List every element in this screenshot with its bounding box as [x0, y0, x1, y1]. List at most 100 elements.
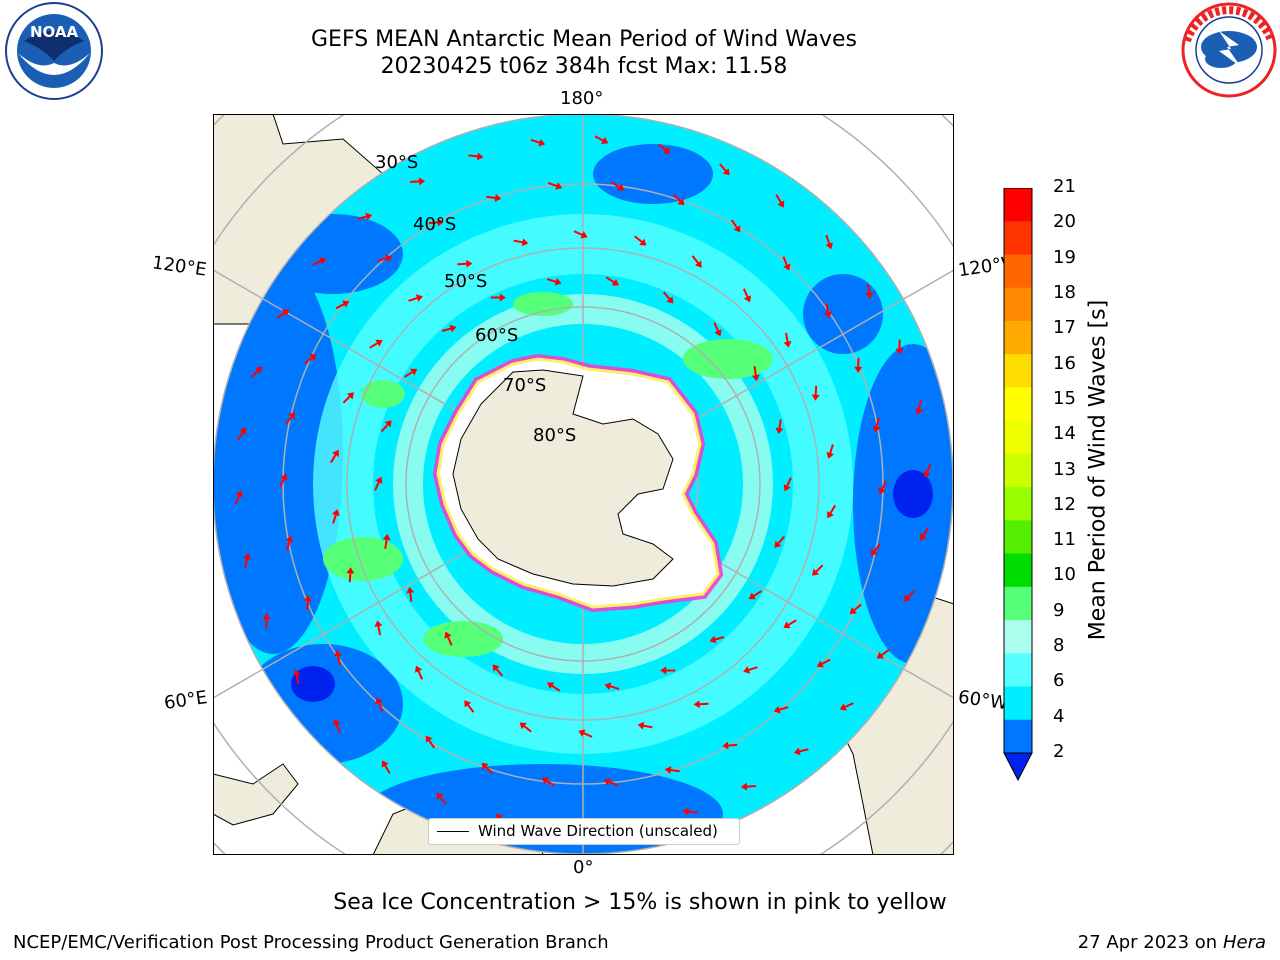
- colorbar-tick-label: 16: [1053, 352, 1076, 374]
- wave-direction-arrow: [243, 552, 251, 568]
- wave-direction-arrow: [513, 238, 529, 247]
- wave-direction-arrow: [742, 288, 752, 303]
- lat-label-50s: 50°S: [444, 271, 487, 292]
- wave-direction-arrow: [312, 257, 327, 266]
- colorbar-tick-label: 13: [1053, 458, 1076, 480]
- wave-direction-arrow: [374, 620, 383, 636]
- legend-line-icon: [437, 831, 469, 832]
- wave-direction-arrow: [816, 658, 831, 668]
- wave-direction-arrow: [849, 603, 862, 615]
- footer-host: Hera: [1222, 932, 1266, 953]
- wave-direction-arrow: [774, 535, 786, 548]
- map-border: [213, 114, 954, 855]
- wave-direction-arrow: [279, 473, 288, 488]
- wave-direction-arrow: [468, 152, 484, 161]
- wave-direction-arrow: [414, 665, 424, 680]
- colorbar-tick-label: 21: [1053, 176, 1076, 197]
- wave-direction-arrow: [410, 177, 426, 186]
- wave-direction-arrow: [332, 718, 341, 734]
- colorbar-swatch: [1004, 553, 1032, 588]
- colorbar-swatch: [1004, 719, 1032, 754]
- sea-ice-note: Sea Ice Concentration > 15% is shown in …: [333, 890, 947, 915]
- lon-label-0: 0°: [573, 857, 594, 878]
- colorbar-swatch: [1004, 520, 1032, 555]
- wave-direction-arrow: [377, 254, 393, 263]
- wave-direction-arrow: [292, 669, 301, 685]
- wave-direction-arrow: [547, 682, 561, 692]
- colorbar: [1003, 187, 1035, 787]
- wave-direction-arrow: [481, 762, 494, 774]
- wave-direction-arrow: [773, 705, 789, 714]
- wave-direction-arrow: [251, 366, 263, 378]
- colorbar-tick-label: 18: [1053, 281, 1076, 303]
- wave-direction-arrow: [751, 366, 760, 382]
- wave-direction-arrow: [662, 291, 674, 304]
- colorbar-tick-label: 17: [1053, 317, 1076, 339]
- wave-direction-arrow: [374, 476, 383, 491]
- wave-direction-arrow: [713, 322, 722, 337]
- colorbar-swatch: [1004, 487, 1032, 521]
- wave-direction-arrow: [811, 385, 820, 401]
- wave-direction-arrow: [895, 339, 904, 355]
- noaa-logo-text: NOAA: [30, 23, 79, 41]
- wave-direction-arrow: [578, 729, 593, 738]
- wave-direction-arrow: [603, 778, 619, 786]
- wave-direction-arrow: [664, 766, 680, 775]
- colorbar-swatch: [1004, 586, 1032, 621]
- wave-direction-arrow: [782, 256, 791, 271]
- footer-date: 27 Apr 2023 on Hera: [1078, 932, 1266, 953]
- wave-direction-arrow: [285, 412, 296, 425]
- map-panel: 30°S 40°S 50°S 60°S 70°S 80°S Wind Wave …: [213, 114, 954, 855]
- wave-direction-arrow: [492, 664, 504, 677]
- wave-direction-arrow: [740, 782, 756, 791]
- wave-direction-arrow: [870, 543, 881, 556]
- wave-direction-arrow: [444, 631, 453, 646]
- wave-direction-arrow: [234, 490, 243, 505]
- wave-direction-arrow: [812, 564, 824, 576]
- chart-title: GEFS MEAN Antarctic Mean Period of Wind …: [311, 27, 857, 52]
- colorbar-tick-label: 2: [1053, 741, 1065, 762]
- legend-label: Wind Wave Direction (unscaled): [478, 822, 718, 840]
- wave-direction-arrow: [783, 332, 792, 348]
- wave-direction-arrow: [369, 339, 383, 349]
- wave-direction-arrow: [658, 143, 671, 154]
- wave-direction-arrow: [793, 747, 809, 756]
- footer-date-text: 27 Apr 2023 on: [1077, 932, 1223, 953]
- wave-direction-arrow: [865, 283, 874, 299]
- wind-wave-arrows: [234, 135, 932, 833]
- wave-direction-arrow: [605, 276, 619, 286]
- wave-direction-arrow: [441, 324, 457, 333]
- wave-direction-arrow: [730, 219, 741, 233]
- wave-direction-arrow: [839, 702, 854, 711]
- wave-direction-arrow: [722, 741, 738, 750]
- wave-direction-arrow: [490, 293, 506, 302]
- wave-direction-arrow: [637, 721, 653, 730]
- colorbar-tick-label: 14: [1053, 423, 1076, 445]
- wave-direction-arrow: [743, 666, 758, 674]
- wave-direction-arrow: [425, 735, 436, 749]
- lat-label-70s: 70°S: [503, 375, 546, 396]
- colorbar-tick-label: 10: [1053, 564, 1076, 586]
- lon-label-60e: 60°E: [162, 687, 209, 714]
- wave-direction-arrow: [404, 368, 418, 378]
- wave-direction-arrow: [775, 194, 785, 208]
- colorbar-swatch: [1004, 188, 1032, 222]
- nws-logo: [1179, 1, 1279, 99]
- wave-direction-arrow: [262, 613, 271, 629]
- wave-direction-arrow: [903, 590, 915, 602]
- wave-direction-arrow: [878, 480, 887, 495]
- wave-direction-arrow: [719, 163, 730, 176]
- wave-direction-arrow: [335, 300, 350, 310]
- wave-direction-arrow: [303, 595, 312, 611]
- wave-direction-arrow: [775, 419, 784, 435]
- colorbar-label: Mean Period of Wind Waves [s]: [1085, 299, 1111, 641]
- footer-credit: NCEP/EMC/Verification Post Processing Pr…: [13, 932, 609, 953]
- wave-direction-arrow: [915, 400, 923, 416]
- colorbar-swatch: [1004, 320, 1032, 355]
- colorbar-tick-label: 11: [1053, 529, 1076, 551]
- wave-direction-arrow: [406, 586, 415, 602]
- wave-direction-arrow: [330, 449, 339, 464]
- wave-direction-arrow: [691, 255, 702, 268]
- colorbar-swatch: [1004, 387, 1032, 422]
- colorbar-swatch: [1004, 221, 1032, 255]
